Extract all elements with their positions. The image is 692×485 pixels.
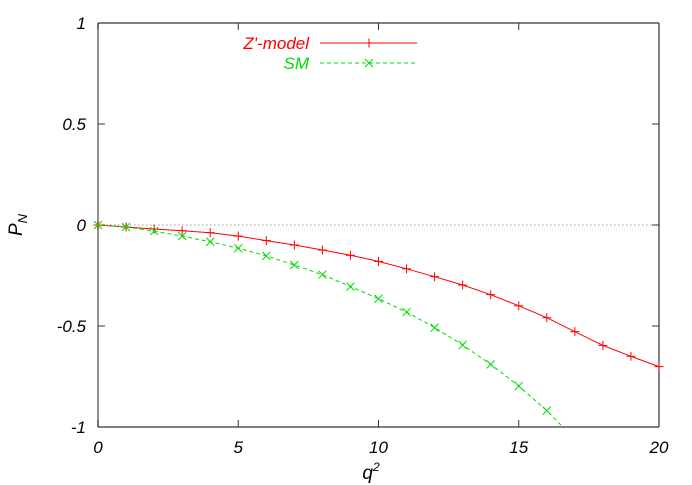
x-tick-label: 5 bbox=[234, 438, 244, 457]
legend-label-zprime: Z'-model bbox=[242, 34, 310, 53]
svg-text:PN: PN bbox=[6, 213, 30, 236]
y-tick-label: 1 bbox=[77, 14, 86, 33]
y-tick-label: 0 bbox=[77, 216, 87, 235]
tick-labels: 0 5 10 15 20 1 0.5 0 -0.5 -1 bbox=[57, 14, 669, 457]
y-tick-label: -1 bbox=[71, 418, 86, 437]
x-tick-label: 10 bbox=[369, 438, 388, 457]
series-layer bbox=[93, 220, 664, 428]
y-tick-label: 0.5 bbox=[62, 115, 86, 134]
x-tick-label: 20 bbox=[649, 438, 669, 457]
plus-marker-icon bbox=[364, 38, 374, 48]
y-axis-label: PN bbox=[6, 213, 30, 236]
y-tick-label: -0.5 bbox=[57, 317, 87, 336]
series-sm bbox=[93, 220, 564, 428]
x-tick-label: 0 bbox=[93, 438, 103, 457]
legend-item-sm: SM bbox=[284, 54, 417, 73]
axis-ticks bbox=[97, 22, 660, 428]
legend-label-sm: SM bbox=[284, 54, 310, 73]
x-tick-label: 15 bbox=[509, 438, 528, 457]
series-zprime-model bbox=[93, 220, 664, 372]
legend-item-zprime: Z'-model bbox=[242, 34, 417, 53]
x-axis-label: q2 bbox=[362, 460, 380, 484]
cross-marker-icon bbox=[364, 58, 374, 68]
legend: Z'-model SM bbox=[242, 34, 417, 73]
